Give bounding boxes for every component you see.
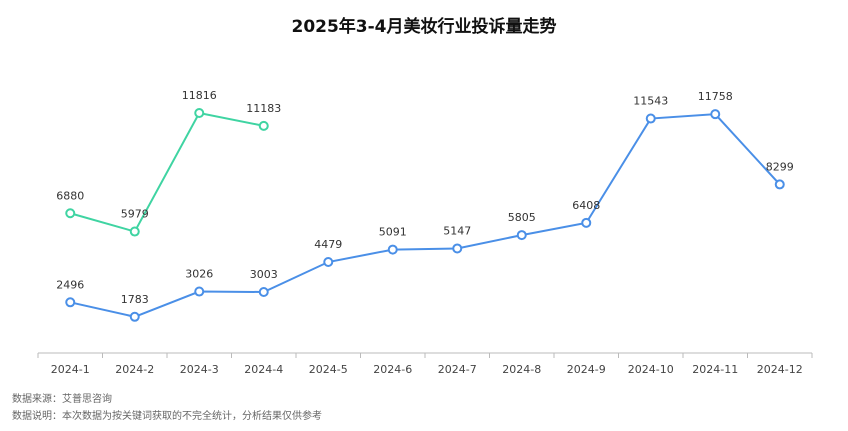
x-tick-label: 2024-9	[567, 363, 606, 376]
data-label: 11816	[182, 89, 217, 102]
point	[129, 311, 140, 322]
data-label: 5147	[443, 224, 471, 237]
data-label: 4479	[314, 238, 342, 251]
explain-note: 数据说明：本次数据为按关键词获取的不完全统计，分析结果仅供参考	[12, 409, 322, 422]
point	[516, 230, 527, 241]
data-label: 8299	[766, 160, 794, 173]
point	[710, 109, 721, 120]
x-tick-label: 2024-12	[757, 363, 803, 376]
x-tick-label: 2024-1	[51, 363, 90, 376]
source-note: 数据来源：艾普思咨询	[12, 392, 112, 405]
point	[65, 297, 76, 308]
data-label: 2496	[56, 278, 84, 291]
data-label: 3003	[250, 268, 278, 281]
point	[258, 120, 269, 131]
data-label: 6880	[56, 189, 84, 202]
x-tick-label: 2024-4	[244, 363, 283, 376]
x-tick-label: 2024-7	[438, 363, 477, 376]
point	[774, 179, 785, 190]
point	[452, 243, 463, 254]
data-label: 11183	[246, 102, 281, 115]
data-label: 11543	[633, 95, 668, 108]
series-line	[69, 111, 264, 233]
point	[129, 226, 140, 237]
chart-title: 2025年3-4月美妆行业投诉量走势	[291, 16, 556, 37]
data-label: 5979	[121, 208, 149, 221]
point	[645, 113, 656, 124]
x-tick-label: 2024-5	[309, 363, 348, 376]
x-tick-label: 2024-3	[180, 363, 219, 376]
data-label: 5805	[508, 211, 536, 224]
series-line	[70, 113, 781, 318]
x-tick-label: 2024-10	[628, 363, 674, 376]
data-label: 5091	[379, 226, 407, 239]
x-tick-label: 2024-11	[692, 363, 738, 376]
data-label: 3026	[185, 268, 213, 281]
x-tick-label: 2024-6	[373, 363, 412, 376]
point	[65, 208, 76, 219]
data-label: 11758	[698, 90, 733, 103]
point	[194, 108, 205, 118]
point	[194, 286, 205, 297]
point	[387, 244, 398, 255]
data-label: 1783	[121, 293, 149, 306]
x-tick-label: 2024-2	[115, 363, 154, 376]
point	[323, 257, 334, 268]
x-tick-label: 2024-8	[502, 363, 541, 376]
point	[581, 217, 592, 228]
point	[258, 287, 269, 298]
data-label: 6408	[572, 199, 600, 212]
